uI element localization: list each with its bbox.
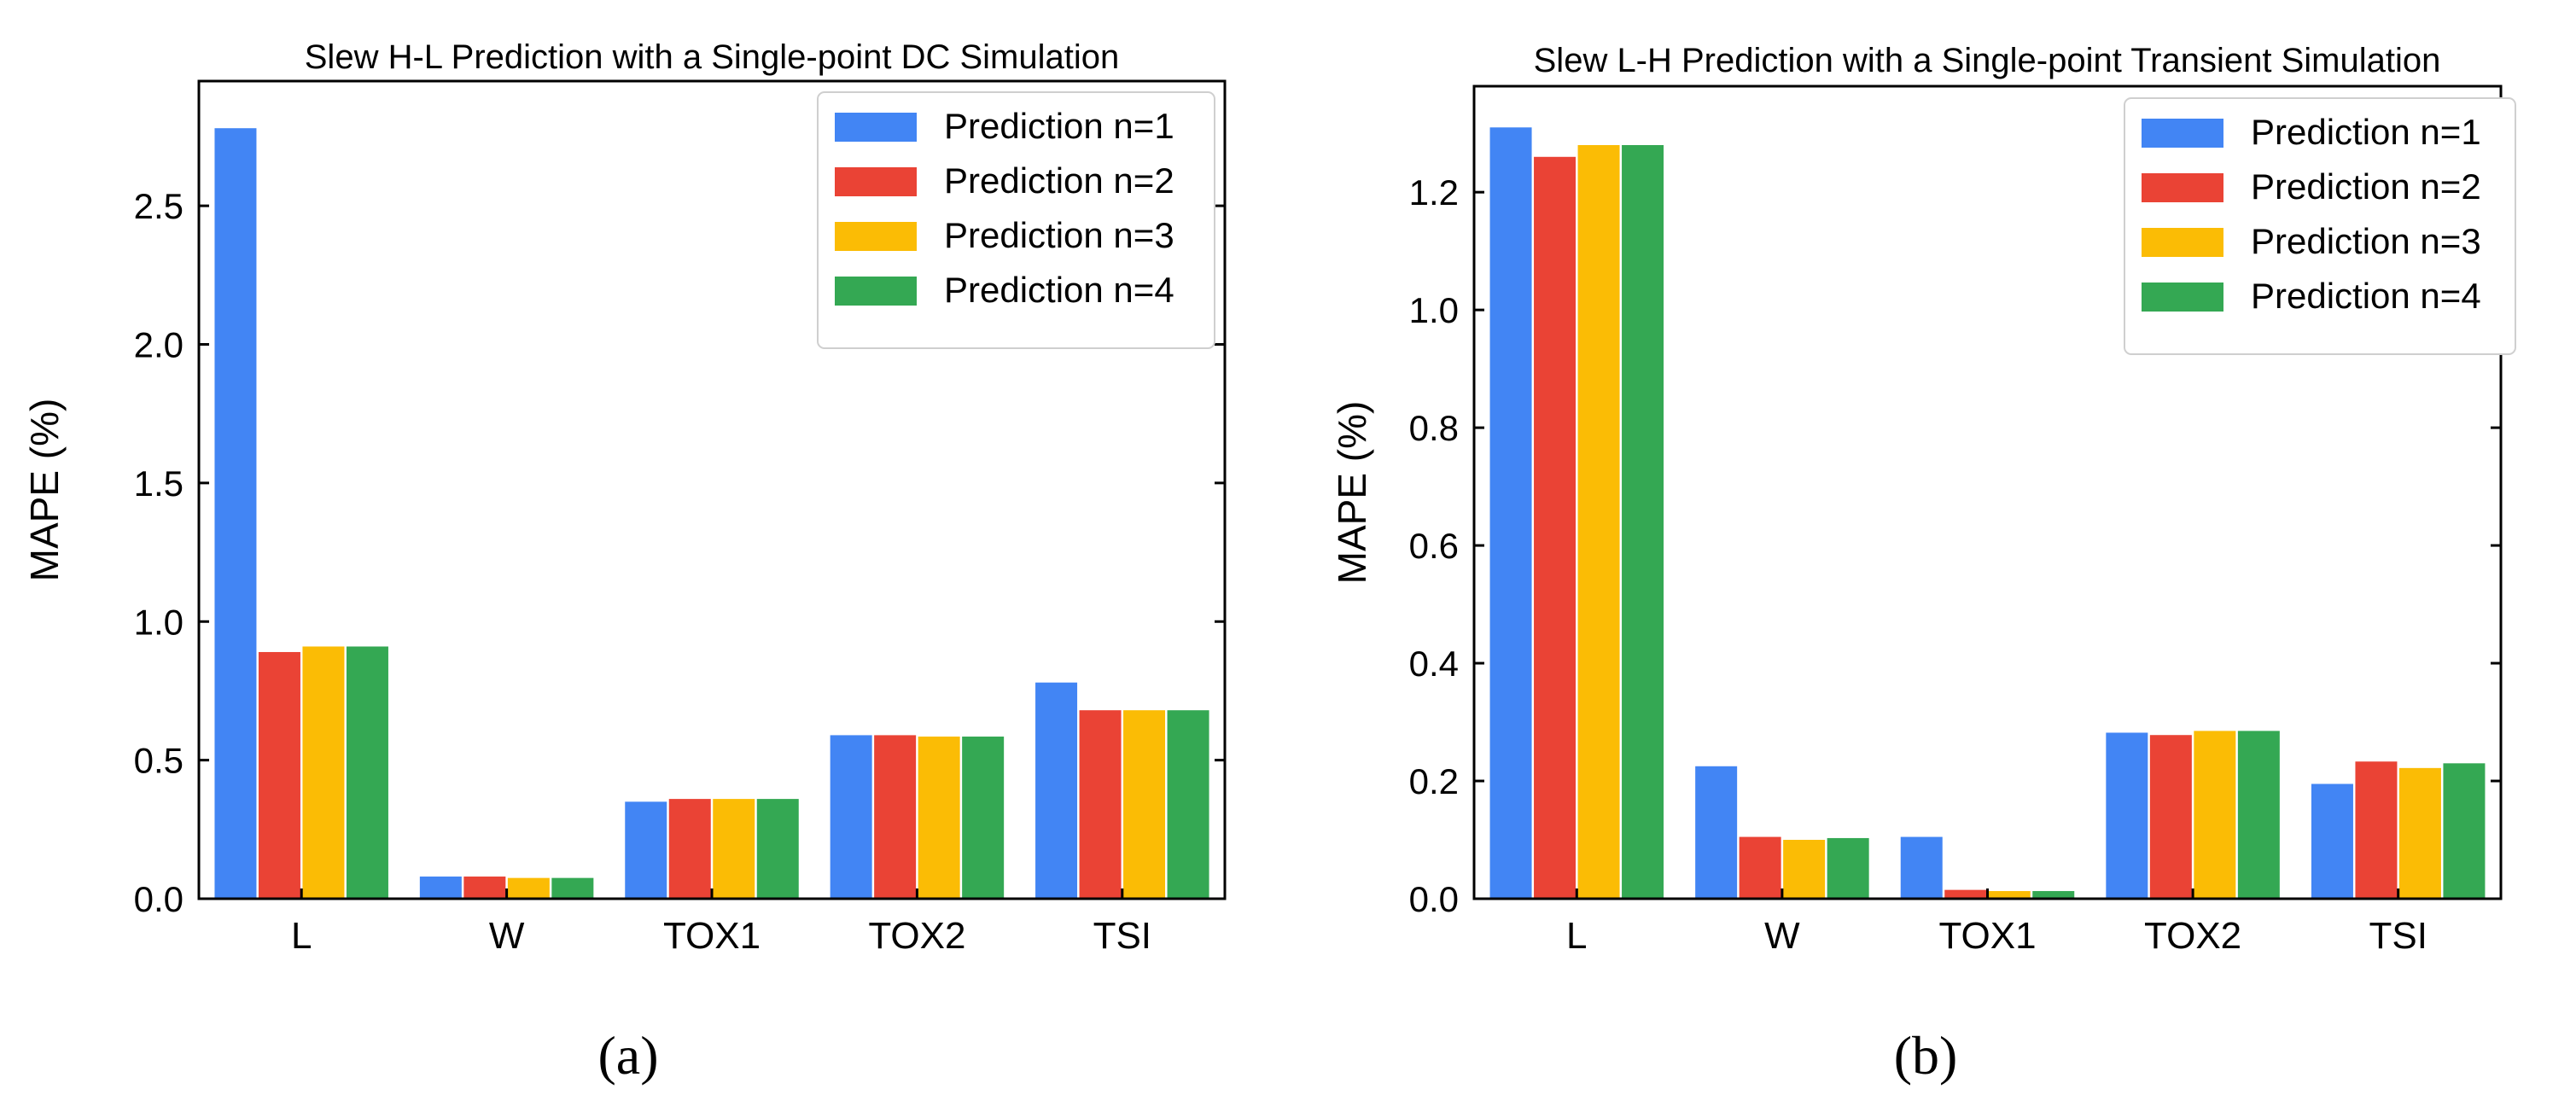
y-tick-label: 0.8 — [1409, 408, 1459, 448]
bar-tox1-n3 — [713, 799, 755, 899]
y-tick-label: 0.6 — [1409, 526, 1459, 566]
bar-tox1-n1 — [625, 801, 667, 899]
x-tick-label: TSI — [2369, 915, 2427, 957]
y-tick-label: 2.0 — [134, 325, 184, 365]
bar-tox1-n4 — [756, 799, 799, 899]
bar-tox2-n4 — [962, 737, 1005, 899]
y-tick-label: 1.5 — [134, 463, 184, 504]
chart-title: Slew H-L Prediction with a Single-point … — [305, 38, 1120, 76]
bar-tox2-n3 — [918, 737, 960, 899]
legend-label-n4: Prediction n=4 — [944, 270, 1174, 310]
bar-tox2-n3 — [2194, 731, 2236, 899]
legend-swatch-n3 — [2142, 228, 2223, 257]
bar-l-n2 — [258, 651, 300, 899]
x-tick-label: L — [291, 915, 312, 957]
legend-swatch-n3 — [835, 222, 917, 251]
y-axis-label: MAPE (%) — [1330, 401, 1374, 585]
bar-w-n2 — [463, 877, 506, 899]
y-tick-label: 1.0 — [134, 602, 184, 642]
bar-tsi-n4 — [1167, 710, 1209, 899]
chart-b: Slew L-H Prediction with a Single-point … — [1330, 42, 2516, 1086]
bar-tox1-n2 — [668, 799, 711, 899]
x-tick-label: L — [1566, 915, 1587, 957]
bar-tox1-n1 — [1900, 836, 1943, 899]
x-tick-label: TSI — [1093, 915, 1151, 957]
legend-swatch-n4 — [2142, 283, 2223, 312]
bar-tsi-n2 — [2355, 761, 2398, 899]
bar-tox2-n4 — [2237, 731, 2280, 899]
y-tick-label: 2.5 — [134, 186, 184, 226]
bar-w-n1 — [1695, 766, 1738, 899]
bar-tsi-n2 — [1079, 710, 1122, 899]
y-tick-label: 0.0 — [1409, 879, 1459, 919]
y-tick-label: 0.0 — [134, 879, 184, 919]
x-tick-label: TOX2 — [868, 915, 965, 957]
legend-label-n3: Prediction n=3 — [2251, 221, 2481, 261]
y-tick-label: 1.2 — [1409, 172, 1459, 213]
x-tick-label: TOX1 — [663, 915, 761, 957]
bar-tox1-n4 — [2032, 891, 2075, 899]
bar-tsi-n1 — [1035, 682, 1078, 899]
bar-tsi-n1 — [2311, 784, 2353, 899]
legend-swatch-n1 — [2142, 119, 2223, 148]
y-tick-label: 0.2 — [1409, 761, 1459, 801]
bar-tox2-n2 — [874, 735, 917, 899]
x-tick-label: W — [1764, 915, 1800, 957]
bar-tsi-n4 — [2443, 763, 2486, 899]
legend-label-n1: Prediction n=1 — [944, 106, 1174, 146]
legend-swatch-n1 — [835, 113, 917, 142]
x-tick-label: TOX1 — [1938, 915, 2036, 957]
y-tick-label: 0.5 — [134, 741, 184, 781]
bar-tox2-n1 — [830, 735, 872, 899]
subfigure-caption: (a) — [597, 1025, 658, 1086]
legend: Prediction n=1 Prediction n=2 Prediction n… — [817, 91, 1215, 349]
bar-w-n1 — [419, 877, 462, 899]
y-tick-label: 1.0 — [1409, 290, 1459, 330]
bar-w-n3 — [507, 877, 550, 899]
bar-tox2-n2 — [2149, 735, 2192, 899]
bar-tox1-n3 — [1988, 891, 2031, 899]
subfigure-caption: (b) — [1894, 1025, 1958, 1086]
chart-title: Slew L-H Prediction with a Single-point … — [1534, 42, 2441, 79]
bar-l-n3 — [302, 646, 345, 899]
bar-w-n4 — [1827, 837, 1869, 899]
bar-l-n4 — [1622, 144, 1664, 900]
bar-l-n1 — [1489, 127, 1532, 899]
x-tick-label: TOX2 — [2144, 915, 2241, 957]
legend-label-n1: Prediction n=1 — [2251, 112, 2481, 152]
bar-w-n4 — [551, 877, 594, 899]
legend-label-n2: Prediction n=2 — [2251, 166, 2481, 207]
legend-swatch-n2 — [835, 167, 917, 196]
legend-label-n4: Prediction n=4 — [2251, 276, 2481, 316]
legend-box — [817, 91, 1215, 349]
bar-l-n1 — [214, 128, 257, 899]
bar-l-n4 — [346, 646, 388, 899]
legend-label-n3: Prediction n=3 — [944, 215, 1174, 255]
bar-tsi-n3 — [2398, 767, 2441, 899]
legend-swatch-n4 — [835, 277, 917, 306]
chart-a: Slew H-L Prediction with a Single-point … — [22, 38, 1227, 1086]
bar-l-n2 — [1534, 156, 1576, 900]
y-tick-label: 0.4 — [1409, 644, 1459, 684]
x-tick-label: W — [489, 915, 525, 957]
legend-label-n2: Prediction n=2 — [944, 160, 1174, 201]
legend-swatch-n2 — [2142, 173, 2223, 202]
legend: Prediction n=1 Prediction n=2 Prediction n… — [2124, 97, 2516, 355]
bar-w-n3 — [1783, 840, 1826, 899]
bar-tox1-n2 — [1944, 889, 1987, 899]
bar-w-n2 — [1739, 836, 1781, 899]
bar-tsi-n3 — [1123, 710, 1166, 899]
bar-l-n3 — [1577, 144, 1620, 900]
bar-tox2-n1 — [2106, 732, 2148, 899]
y-axis-label: MAPE (%) — [22, 399, 67, 582]
